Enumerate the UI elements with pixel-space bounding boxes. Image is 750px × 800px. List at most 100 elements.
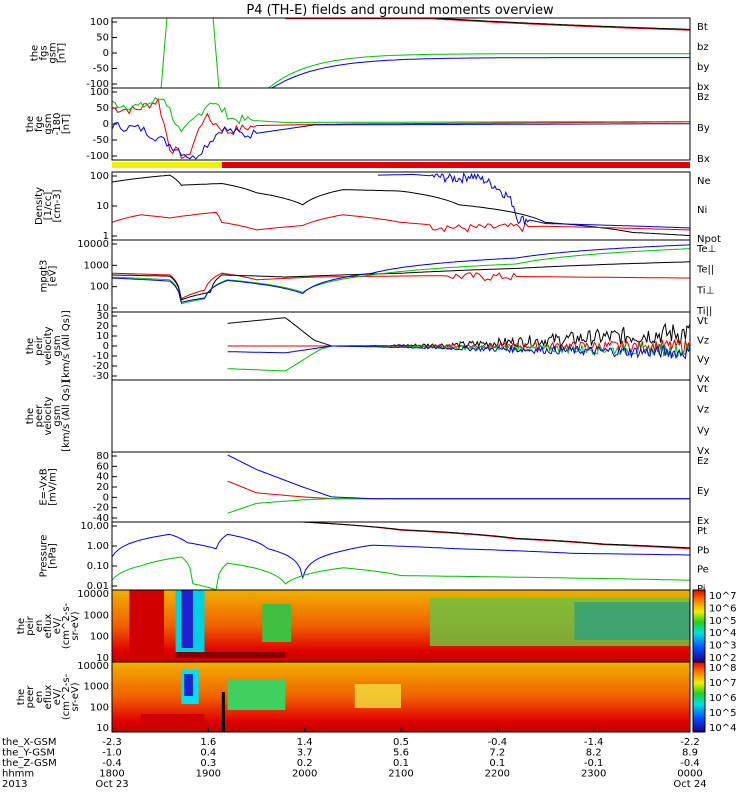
ylabel-line: the <box>25 408 36 424</box>
legend-By: By <box>697 123 710 134</box>
series-Npot <box>377 171 691 229</box>
spectrogram-block <box>181 590 193 648</box>
xaxis-row-label: hhmm <box>2 769 34 780</box>
ylabel-line: [nPa] <box>48 543 59 569</box>
quality-bar-red <box>221 162 690 168</box>
ylabel-line: E=-VxB <box>39 468 50 505</box>
ylabel-line: the <box>16 618 27 634</box>
spectrogram-block <box>140 714 205 724</box>
ylabel-line: [cm-3] <box>52 189 63 222</box>
series-Bt <box>433 17 691 30</box>
legend-Te||: Te|| <box>696 265 714 276</box>
ylabel-line: gsm <box>52 405 63 426</box>
xaxis-value: 0000 <box>677 769 702 780</box>
xaxis-value: 0.5 <box>393 737 409 748</box>
legend-Vz: Vz <box>697 335 709 346</box>
series-Pe <box>111 556 691 591</box>
ytick-label: 50 <box>96 103 109 114</box>
ytick-label: 40 <box>96 472 109 483</box>
xaxis-value: 0.1 <box>489 758 505 769</box>
ytick-label: -50 <box>93 135 109 146</box>
ytick-label: 20 <box>96 321 109 332</box>
ylabel-line: eV/ <box>52 688 63 705</box>
series-Te⊥ <box>111 272 691 300</box>
spectrogram-block <box>129 590 165 662</box>
spectrogram-block <box>262 604 292 642</box>
series-by-spike <box>212 17 220 89</box>
panel-p7: E=-VxB[mV/m] <box>39 451 691 523</box>
panel-p3: Density[1/cc][cm-3] <box>34 171 691 241</box>
ylabel-line: eflux <box>43 614 54 639</box>
series-Vy <box>227 343 691 372</box>
series-Ez <box>227 480 690 500</box>
ytick-label: 100 <box>90 282 109 293</box>
legend-Ex: Ex <box>697 516 709 527</box>
xaxis-value: 1900 <box>196 769 221 780</box>
ylabel-line: fge <box>34 116 45 132</box>
panel-frame <box>111 451 691 523</box>
ytick-label: -100 <box>86 79 109 90</box>
ylabel-line: the <box>25 116 36 132</box>
xaxis-value: 2000 <box>292 769 317 780</box>
legend-Bz: Bz <box>697 92 709 103</box>
series-by-spike <box>160 17 168 89</box>
legend-Vx: Vx <box>697 446 710 457</box>
ylabel-line: peer <box>25 685 36 709</box>
xaxis-value: 1.4 <box>297 737 313 748</box>
ylabel-line: velocity <box>43 396 54 435</box>
ytick-label: -20 <box>93 361 109 372</box>
ylabel-line: [nT] <box>57 43 68 63</box>
panel-frame <box>111 171 691 241</box>
panel-frame <box>111 17 691 89</box>
ylabel-line: [1/cc] <box>43 192 54 221</box>
series-Bx <box>111 121 690 160</box>
ytick-label: 1.00 <box>87 541 109 552</box>
ylabel-line: eV/ <box>52 617 63 634</box>
ylabel-line: Pressure <box>39 535 50 578</box>
legend-Vt: Vt <box>697 384 708 395</box>
colorbar-tick-label: 10^4 <box>709 628 736 639</box>
colorbar-tick-label: 10^7 <box>709 678 736 689</box>
ylabel-line: (cm^2-s- <box>61 602 72 649</box>
panel-frame <box>111 379 691 453</box>
legend-Vz: Vz <box>697 405 709 416</box>
ylabel-line: [km/s (All Qs)] <box>61 380 72 452</box>
spectrogram-block <box>184 674 193 696</box>
xaxis-value: -0.4 <box>488 737 508 748</box>
ylabel-line: mpgt3 <box>39 260 50 293</box>
colorbar <box>692 661 706 733</box>
spectrogram-block <box>354 684 401 708</box>
xaxis-row-label: the_X-GSM <box>2 737 56 748</box>
series-by <box>267 53 690 89</box>
spectrogram-block <box>175 652 286 658</box>
spectrogram-gap <box>221 692 225 732</box>
series-Ey <box>227 498 690 514</box>
xaxis-row-label: the_Y-GSM <box>2 748 55 759</box>
ytick-label: 0 <box>103 119 109 130</box>
legend-Vx: Vx <box>697 374 710 385</box>
panel-p8: Pressure[nPa] <box>39 521 691 591</box>
ylabel-line: peer <box>34 404 45 428</box>
ytick-label: 100 <box>90 87 109 98</box>
colorbar-tick-label: 10^3 <box>709 641 736 652</box>
panel-ylabel: Density[1/cc][cm-3] <box>34 187 63 225</box>
ylabel-line: [eV] <box>48 266 59 287</box>
xaxis-value: 2300 <box>581 769 606 780</box>
ylabel-line: sr-eV) <box>70 682 81 711</box>
legend-Ti||: Ti|| <box>696 306 712 317</box>
xaxis-value: 0.1 <box>393 758 409 769</box>
ytick-label: -40 <box>93 513 109 524</box>
xaxis-value: 3.7 <box>297 748 313 759</box>
ylabel-line: en <box>34 620 45 633</box>
ytick-label: 80 <box>96 451 109 462</box>
ylabel-line: -180 <box>52 113 63 136</box>
ytick-label: 100 <box>90 632 109 643</box>
legend-Ey: Ey <box>697 486 709 497</box>
